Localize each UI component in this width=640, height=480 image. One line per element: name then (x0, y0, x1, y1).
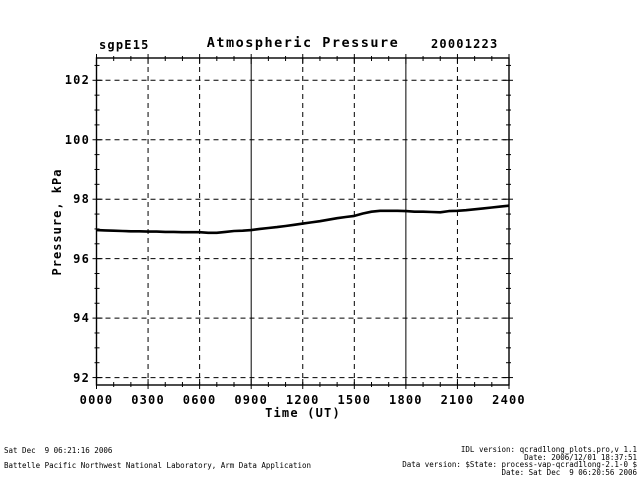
y-tick-label: 98 (73, 192, 90, 207)
chart-title: Atmospheric Pressure (206, 35, 400, 51)
x-tick-label: 1500 (337, 393, 372, 407)
x-tick-label: 1200 (285, 393, 320, 407)
x-tick-label: 0600 (182, 393, 217, 407)
footer-data-version: Data version: $State: process-vap-qcrad1… (402, 460, 637, 469)
x-tick-label: 0900 (234, 393, 269, 407)
y-tick-label: 96 (73, 251, 90, 266)
y-tick-label: 100 (64, 132, 90, 147)
plot-frame (95, 57, 510, 386)
x-tick-label: 1800 (389, 393, 423, 407)
footer-idl-date: Date: 2006/12/01 18:37:51 (524, 452, 637, 462)
footer-timestamp: Sat Dec 9 06:21:16 2006 (4, 446, 113, 455)
x-tick-label: 2100 (440, 393, 475, 407)
gridlines (96, 58, 509, 385)
y-tick-label: 94 (73, 311, 90, 326)
pressure-line (96, 204, 510, 235)
x-axis-title: Time (UT) (265, 406, 341, 420)
footer-organization: Battelle Pacific Northwest National Labo… (4, 461, 312, 470)
y-tick-label: 102 (64, 73, 90, 88)
date-label: 20001223 (431, 37, 499, 51)
x-tick-label: 0000 (79, 393, 114, 407)
footer-idl-version: IDL version: qcrad1long_plots.pro,v 1.1 (460, 445, 637, 454)
x-tick-label: 0300 (131, 393, 165, 407)
footer-data-date: Date: Sat Dec 9 06:20:56 2006 (501, 467, 637, 477)
site-label: sgpE15 (99, 38, 150, 52)
y-tick-label: 92 (73, 370, 90, 385)
x-tick-label: 2400 (492, 393, 526, 407)
